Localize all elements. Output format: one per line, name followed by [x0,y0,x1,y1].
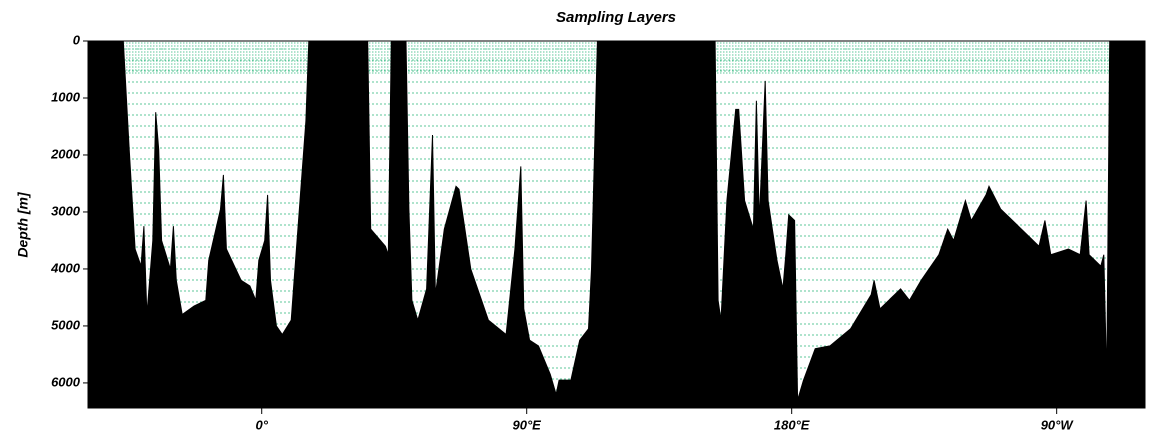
plot-area [87,40,1146,409]
x-tick-label: 90°E [513,417,542,432]
y-tick-label: 0 [73,32,81,47]
plot-frame [87,40,1146,409]
y-tick-label: 5000 [51,317,81,332]
y-tick-label: 4000 [50,260,81,275]
y-tick-label: 1000 [51,89,81,104]
bathymetry [87,40,1146,409]
chart-title: Sampling Layers [556,9,676,26]
x-tick-label: 0° [255,417,268,432]
y-tick-label: 3000 [51,203,81,218]
y-tick-label: 6000 [51,374,81,389]
x-tick-label: 90°W [1041,417,1075,432]
x-tick-label: 180°E [774,417,810,432]
y-axis-label: Depth [m] [15,191,31,258]
y-tick-label: 2000 [50,146,81,161]
